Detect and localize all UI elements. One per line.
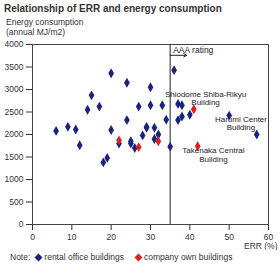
svg-text:2500: 2500 xyxy=(5,107,24,117)
svg-text:AAA rating: AAA rating xyxy=(173,45,213,55)
svg-text:ERR (%): ERR (%) xyxy=(244,241,278,251)
svg-text:2000: 2000 xyxy=(5,129,24,139)
html-text:Relationship of ERR and energy: Relationship of ERR and energy consumpti… xyxy=(4,3,222,14)
svg-text:4000: 4000 xyxy=(5,39,24,49)
svg-text:60: 60 xyxy=(263,231,274,242)
svg-text:500: 500 xyxy=(9,197,23,207)
svg-text:1500: 1500 xyxy=(5,152,24,162)
svg-text:0: 0 xyxy=(19,219,24,229)
svg-text:10: 10 xyxy=(67,232,77,242)
svg-text:0: 0 xyxy=(30,232,35,242)
svg-text:50: 50 xyxy=(224,232,234,242)
svg-text:1000: 1000 xyxy=(5,174,24,184)
html-text:company own buildings: company own buildings xyxy=(144,252,233,262)
svg-text:30: 30 xyxy=(146,232,156,242)
svg-text:3500: 3500 xyxy=(5,62,24,72)
html-text:(annual MJ/m2): (annual MJ/m2) xyxy=(6,27,66,37)
html-text:rental office buildings: rental office buildings xyxy=(44,252,124,262)
svg-text:Harumi CenterBuilding: Harumi CenterBuilding xyxy=(215,115,267,132)
html-text:Note:: Note: xyxy=(10,252,31,262)
svg-text:20: 20 xyxy=(106,232,116,242)
svg-text:3000: 3000 xyxy=(5,84,24,94)
svg-text:40: 40 xyxy=(185,232,195,242)
svg-text:Takenaka CentralBuilding: Takenaka CentralBuilding xyxy=(182,146,244,163)
html-text:Energy consumption: Energy consumption xyxy=(6,17,84,27)
svg-text:Shiodome Shiba-RikyuBuilding: Shiodome Shiba-RikyuBuilding xyxy=(165,90,246,107)
